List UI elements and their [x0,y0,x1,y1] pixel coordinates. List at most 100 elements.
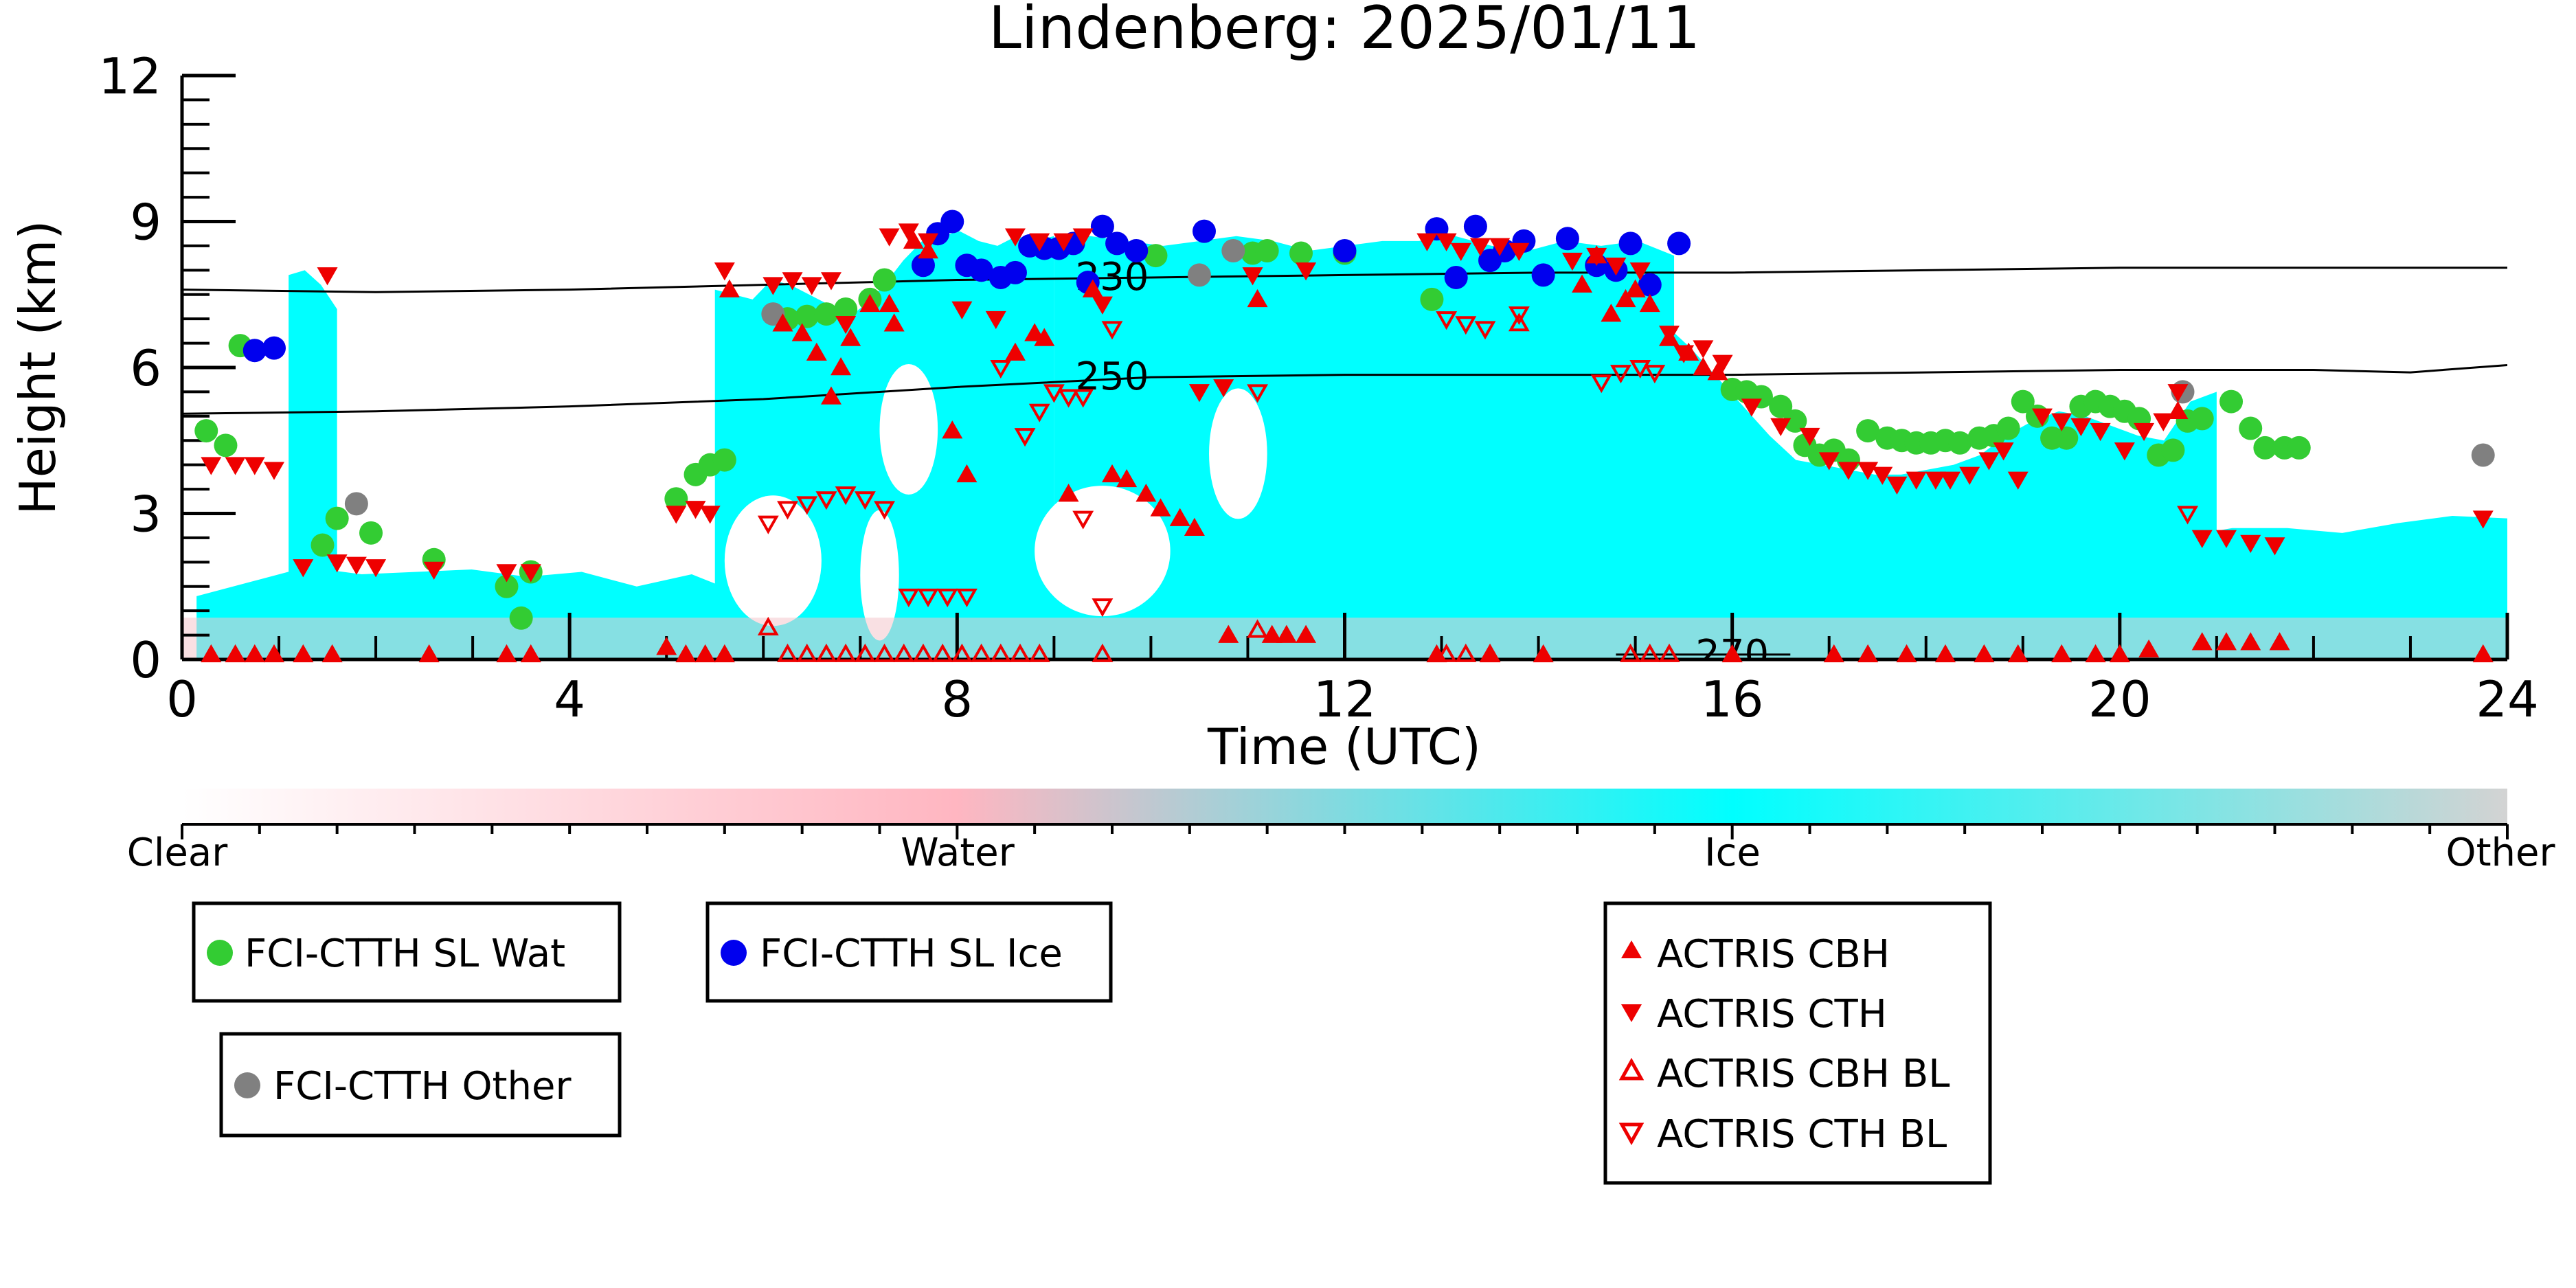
point-fci-ctth-sl-wat [872,268,896,292]
clear-gap-1 [724,495,822,626]
legend-box-actris: ACTRIS CBH ACTRIS CTH ACTRIS CBH BL ACTR… [1603,901,1992,1185]
point-actris-cth [1489,238,1511,256]
point-fci-ctth-sl-ice [969,258,993,282]
y-tick-label: 12 [98,47,161,105]
point-actris-cth [699,506,721,524]
point-actris-cth-bl [1644,365,1666,384]
point-actris-cth [2215,530,2237,548]
point-actris-cbh [1247,289,1268,308]
point-actris-cbh-bl [796,643,818,662]
contour-label-250: 250 [1076,354,1149,399]
point-actris-cth [1838,462,1859,480]
point-actris-cth [317,267,338,286]
legend-label-fci-ice: FCI-CTTH SL Ice [760,931,1063,976]
point-actris-cth-bl [854,491,876,510]
point-actris-cth [2240,534,2261,553]
point-actris-cbh [2240,632,2261,651]
point-actris-cbh [1276,624,1297,643]
point-actris-cbh [1974,644,1995,663]
point-actris-cth [1693,340,1714,359]
series-actris-cth-bl [757,306,2199,618]
point-actris-cbh [1136,484,1157,502]
point-actris-cth [2032,408,2053,427]
point-actris-cth [2070,418,2092,436]
point-fci-ctth-sl-wat [2253,436,2277,460]
x-tick-label: 8 [941,670,973,728]
point-actris-cth-bl [1629,360,1651,379]
point-actris-cbh [1034,328,1055,346]
point-actris-cth-bl [1474,321,1496,340]
point-actris-cth [326,554,348,573]
point-actris-cbh-bl [1436,643,1458,662]
series-actris-cbh [201,230,2494,663]
point-actris-cth [951,301,973,319]
point-actris-cth [918,233,939,251]
point-actris-cbh-bl [777,643,798,662]
point-actris-cbh [1004,342,1026,361]
point-actris-cbh [956,464,978,483]
point-actris-cth-bl [1028,403,1050,422]
point-fci-ctth-sl-ice [1667,231,1691,256]
legend-marker-actris-cth-bl [1618,1122,1645,1146]
point-actris-cth [1658,326,1680,344]
point-actris-cbh-bl [1658,643,1680,662]
point-actris-cbh-bl [1620,643,1642,662]
series-actris-cth [201,223,2494,583]
point-actris-cth-bl [1072,510,1094,530]
point-actris-cbh [1615,289,1636,308]
x-tick-label: 24 [2476,670,2539,728]
point-actris-cth [1188,384,1210,403]
ice-region-4 [289,270,337,659]
point-actris-cbh [2269,632,2290,651]
point-actris-cbh [1261,624,1283,643]
point-actris-cth [1886,476,1908,495]
point-fci-ctth-sl-ice [911,253,935,278]
point-actris-cth-bl [1072,389,1094,408]
point-fci-ctth-sl-ice [1531,263,1555,287]
point-actris-cth [1818,452,1840,471]
point-fci-ctth-sl-wat [509,606,533,630]
point-actris-cbh-bl [835,643,857,662]
point-actris-cth-bl [1455,316,1477,335]
ice-region-2 [1054,236,1675,659]
point-fci-ctth-sl-wat [1769,394,1793,418]
legend-box-fci-other: FCI-CTTH Other [219,1032,622,1138]
point-actris-cbh [1426,644,1447,663]
point-actris-cbh [201,644,222,663]
point-actris-cbh-bl [951,643,973,662]
point-actris-cbh [1150,498,1171,517]
point-actris-cbh [2472,644,2494,663]
data-points [194,210,2495,663]
point-actris-cth [1940,471,1961,490]
legend-marker-fci-ice [721,940,747,966]
point-actris-cbh-bl [931,643,953,662]
point-actris-cth [801,277,822,295]
point-actris-cth [2191,530,2213,548]
series-fci-ctth-other [344,239,2495,516]
point-actris-cbh [656,637,677,655]
point-fci-ctth-sl-wat [214,433,238,457]
point-actris-cbh [903,230,924,249]
point-fci-ctth-other [1187,263,1211,287]
point-actris-cbh-bl [971,643,993,662]
point-fci-ctth-sl-wat [1420,287,1444,311]
legend-marker-fci-other [234,1072,260,1098]
point-actris-cth [2051,413,2072,431]
point-actris-cth [1092,296,1113,315]
point-actris-cbh [520,644,541,663]
point-fci-ctth-sl-ice [1105,231,1129,256]
point-fci-ctth-sl-ice [1003,260,1027,284]
point-actris-cth-bl [1508,306,1530,326]
point-actris-cbh-bl [757,616,779,635]
colorbar-label-other: Other [2445,831,2555,875]
point-actris-cth [666,506,687,524]
point-actris-cbh [1896,644,1917,663]
point-actris-cth [2153,413,2174,431]
point-actris-cbh-bl [815,643,837,662]
point-actris-cth [1629,262,1651,281]
point-actris-cth [1978,452,2000,471]
point-actris-cbh-bl [990,643,1012,662]
point-actris-cbh [719,279,740,297]
ice-region-3 [1664,324,2217,659]
point-actris-cth [293,559,314,578]
